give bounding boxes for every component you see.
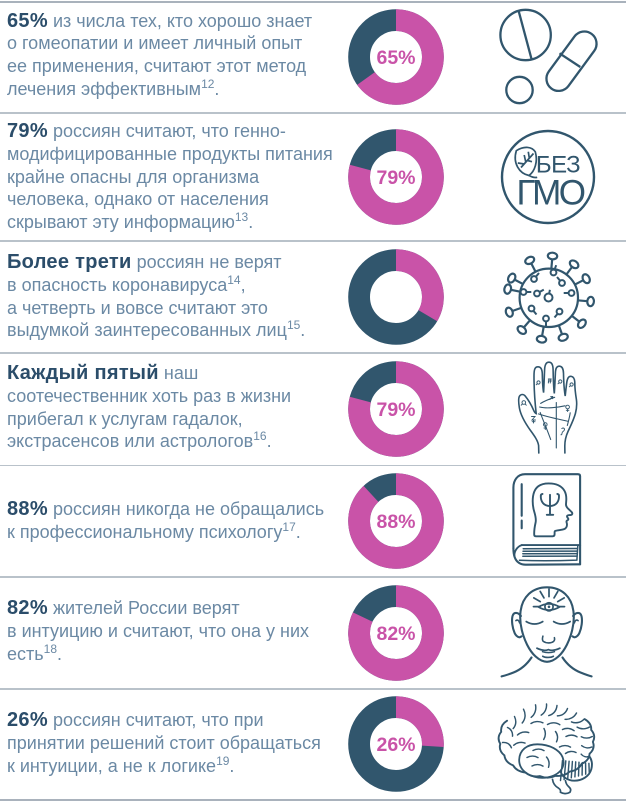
- svg-text:79%: 79%: [376, 399, 415, 421]
- svg-text:79%: 79%: [376, 167, 415, 189]
- svg-text:БЕЗ: БЕЗ: [536, 151, 580, 178]
- svg-text:65%: 65%: [376, 47, 415, 69]
- svg-text:26%: 26%: [376, 734, 415, 756]
- svg-text:ГМО: ГМО: [516, 174, 584, 213]
- svg-text:82%: 82%: [376, 623, 415, 645]
- svg-text:88%: 88%: [376, 511, 415, 533]
